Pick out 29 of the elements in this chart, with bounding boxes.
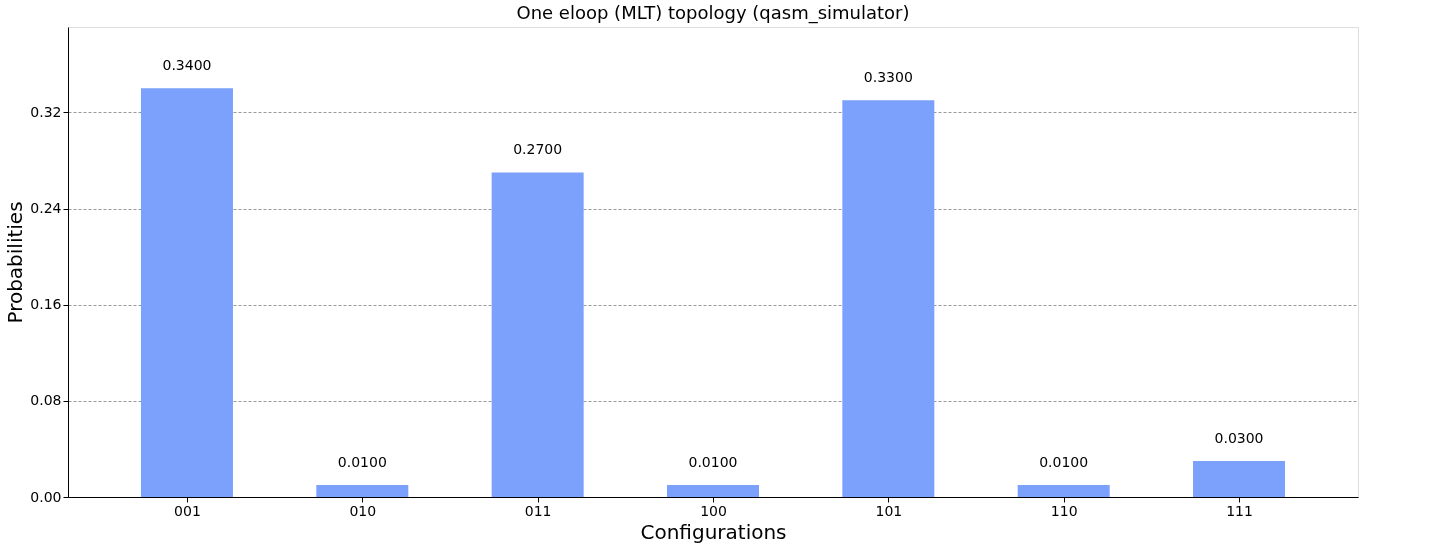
y-tick-label: 0.00 xyxy=(30,488,62,505)
bar xyxy=(1193,460,1286,497)
bar xyxy=(842,100,935,497)
data-label: 0.3300 xyxy=(863,69,913,86)
data-label: 0.0300 xyxy=(1214,429,1264,446)
y-tick-label: 0.08 xyxy=(30,392,62,409)
x-tick-label: 111 xyxy=(1226,502,1253,519)
x-axis-title: Configurations xyxy=(640,519,787,544)
bar xyxy=(1017,484,1110,497)
y-axis-title: Probabilities xyxy=(3,201,28,324)
y-tick-label: 0.16 xyxy=(30,296,62,313)
data-label: 0.0100 xyxy=(688,453,738,470)
bar xyxy=(140,88,233,497)
bar xyxy=(316,484,409,497)
x-tick-label: 001 xyxy=(174,502,201,519)
data-label: 0.2700 xyxy=(513,141,563,158)
y-tick-label: 0.24 xyxy=(30,200,62,217)
x-tick-label: 010 xyxy=(349,502,377,519)
x-tick-label: 101 xyxy=(875,502,903,519)
data-label: 0.0100 xyxy=(1039,453,1089,470)
chart-title: One eloop (MLT) topology (qasm_simulator) xyxy=(516,2,910,24)
x-tick-label: 110 xyxy=(1050,502,1078,519)
data-label: 0.0100 xyxy=(337,453,387,470)
x-tick-label: 011 xyxy=(524,502,552,519)
x-tick-label: 100 xyxy=(700,502,727,519)
bar xyxy=(667,484,759,497)
y-tick-label: 0.32 xyxy=(30,103,62,120)
bar xyxy=(491,172,584,497)
data-label: 0.3400 xyxy=(162,57,212,74)
